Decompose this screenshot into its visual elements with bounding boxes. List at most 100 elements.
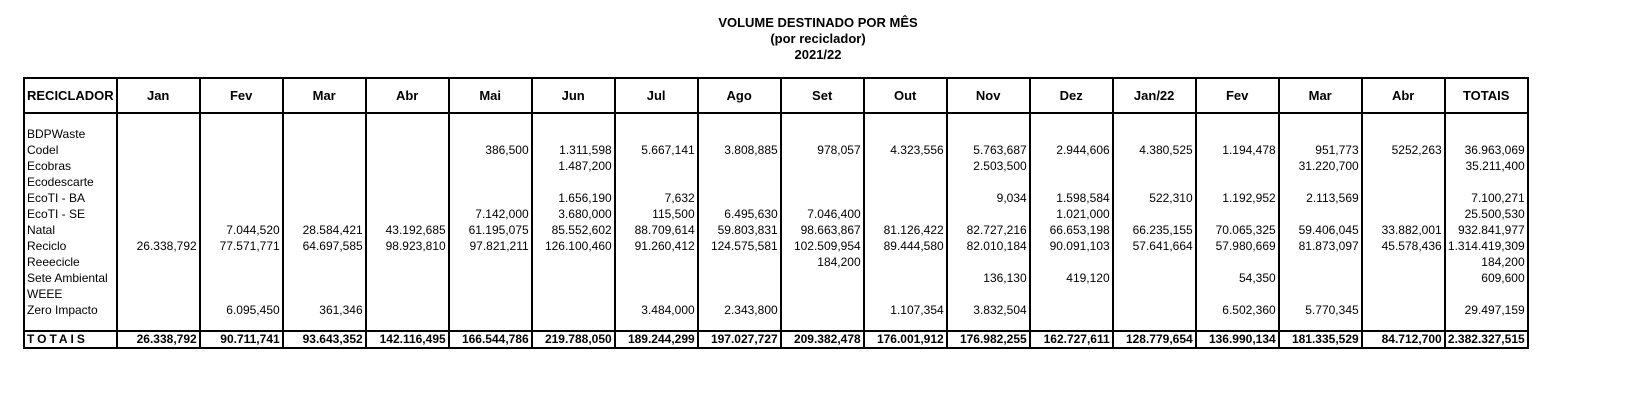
month-value: 31.220,700	[1277, 158, 1363, 174]
month-value	[447, 302, 533, 318]
column-header-month: Abr	[364, 77, 450, 114]
row-total: 7.100,271	[1443, 190, 1529, 206]
month-value: 5.770,345	[1277, 302, 1363, 318]
month-value	[1111, 286, 1197, 302]
recycler-name: Natal	[23, 222, 118, 238]
month-value	[364, 158, 450, 174]
month-total: 142.116,495	[364, 330, 450, 349]
recycler-name: Reciclo	[23, 238, 118, 254]
column-header-month: Jan	[115, 77, 201, 114]
month-value	[1360, 158, 1446, 174]
spacer-cell	[696, 318, 782, 331]
month-total: 209.382,478	[779, 330, 865, 349]
month-value	[1277, 126, 1363, 142]
month-value	[198, 190, 284, 206]
month-value: 70.065,325	[1194, 222, 1280, 238]
column-header-month: Ago	[696, 77, 782, 114]
spacer-cell	[1028, 318, 1114, 331]
row-total: 184,200	[1443, 254, 1529, 270]
totals-row: TOTAIS 26.338,792 90.711,741 93.643,352 142.…	[23, 330, 1529, 349]
month-total: 181.335,529	[1277, 330, 1363, 349]
table-row: WEEE	[23, 286, 1529, 302]
column-header-month: Jan/22	[1111, 77, 1197, 114]
month-value: 59.406,045	[1277, 222, 1363, 238]
spacer-cell	[1111, 113, 1197, 126]
month-value	[281, 206, 367, 222]
month-total: 90.711,741	[198, 330, 284, 349]
month-value: 184,200	[779, 254, 865, 270]
month-value	[281, 254, 367, 270]
month-value: 82.010,184	[945, 238, 1031, 254]
month-value	[1028, 254, 1114, 270]
month-value: 4.380,525	[1111, 142, 1197, 158]
month-value	[1360, 190, 1446, 206]
month-value: 3.680,000	[530, 206, 616, 222]
month-value	[364, 142, 450, 158]
month-value	[696, 158, 782, 174]
table-row: EcoTI - BA 1.656,190 7,632 9,034 1.598,584 52…	[23, 190, 1529, 206]
month-value: 1.192,952	[1194, 190, 1280, 206]
spacer-cell	[1443, 318, 1529, 331]
month-value: 57.980,669	[1194, 238, 1280, 254]
month-value	[862, 286, 948, 302]
month-value: 2.113,569	[1277, 190, 1363, 206]
month-value	[1194, 158, 1280, 174]
spacer-cell	[281, 318, 367, 331]
table-row: Reciclo 26.338,792 77.571,771 64.697,585 98.…	[23, 238, 1529, 254]
month-value	[1111, 126, 1197, 142]
month-value	[862, 126, 948, 142]
month-value: 77.571,771	[198, 238, 284, 254]
month-value	[1028, 174, 1114, 190]
month-value	[1111, 254, 1197, 270]
spacer-cell	[1194, 113, 1280, 126]
month-value	[115, 142, 201, 158]
month-value	[364, 302, 450, 318]
table-row: Sete Ambiental 136,130 419,120 54,350 609,60…	[23, 270, 1529, 286]
row-total: 25.500,530	[1443, 206, 1529, 222]
recycler-name: BDPWaste	[23, 126, 118, 142]
report-subtitle: (por reciclador)	[770, 31, 866, 46]
month-value	[613, 254, 699, 270]
spacer-cell	[613, 318, 699, 331]
month-value	[530, 286, 616, 302]
month-value	[862, 158, 948, 174]
month-value	[281, 286, 367, 302]
month-value	[696, 254, 782, 270]
month-value: 102.509,954	[779, 238, 865, 254]
month-value	[862, 190, 948, 206]
recycler-name: Sete Ambiental	[23, 270, 118, 286]
month-value	[945, 254, 1031, 270]
month-value	[530, 254, 616, 270]
month-total: 128.779,654	[1111, 330, 1197, 349]
month-value	[530, 174, 616, 190]
row-total	[1443, 126, 1529, 142]
row-total: 35.211,400	[1443, 158, 1529, 174]
column-header-month: Nov	[945, 77, 1031, 114]
report-period: 2021/22	[794, 47, 842, 62]
month-value	[1111, 302, 1197, 318]
row-total	[1443, 286, 1529, 302]
spacer-cell	[447, 318, 533, 331]
month-value: 98.663,867	[779, 222, 865, 238]
spacer-cell	[862, 318, 948, 331]
month-total: 219.788,050	[530, 330, 616, 349]
month-value: 951,773	[1277, 142, 1363, 158]
month-value	[281, 174, 367, 190]
month-value	[1194, 206, 1280, 222]
month-value	[364, 190, 450, 206]
month-value: 2.944,606	[1028, 142, 1114, 158]
column-header-month: Mai	[447, 77, 533, 114]
month-value	[696, 286, 782, 302]
month-total: 84.712,700	[1360, 330, 1446, 349]
month-value: 3.832,504	[945, 302, 1031, 318]
month-value	[198, 158, 284, 174]
recycler-name: WEEE	[23, 286, 118, 302]
month-value	[862, 174, 948, 190]
month-value	[198, 270, 284, 286]
totals-label: TOTAIS	[23, 330, 118, 349]
table-row: Natal 7.044,520 28.584,421 43.192,685 61.195…	[23, 222, 1529, 238]
month-value	[1277, 254, 1363, 270]
month-value	[198, 286, 284, 302]
recycler-name: Ecodescarte	[23, 174, 118, 190]
month-value: 85.552,602	[530, 222, 616, 238]
